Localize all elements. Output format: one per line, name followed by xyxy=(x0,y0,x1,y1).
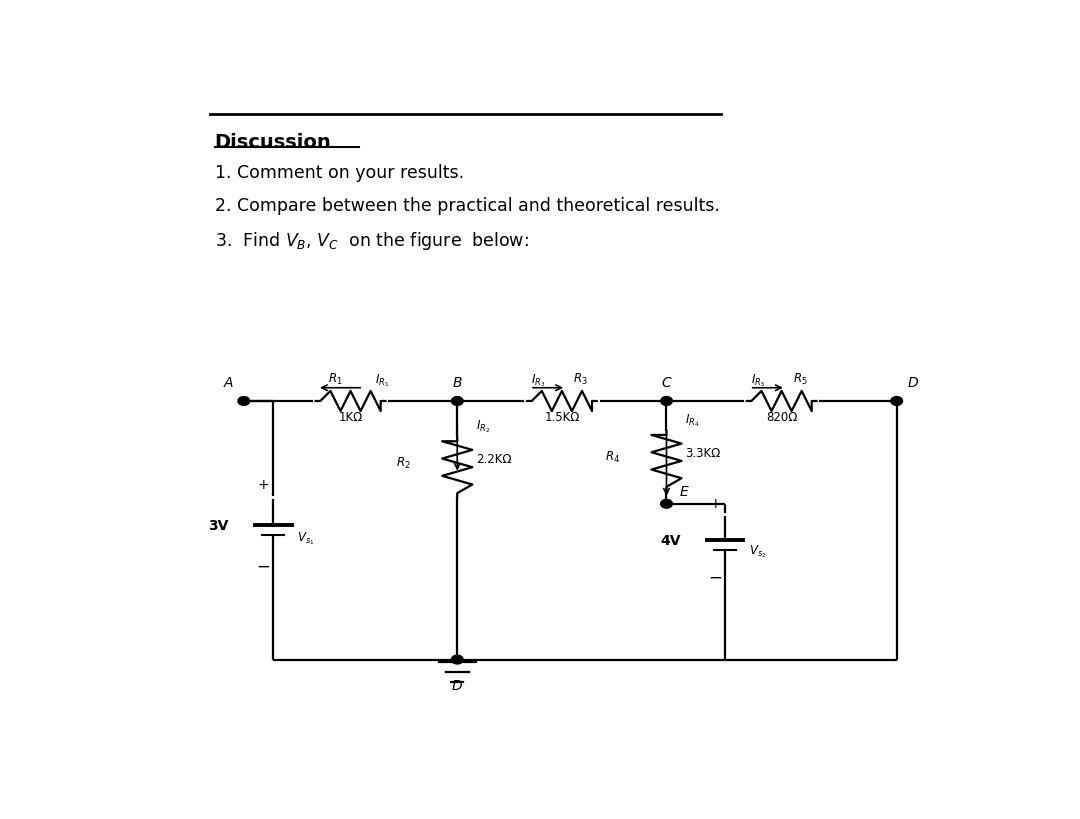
Text: B: B xyxy=(453,376,462,390)
Text: E: E xyxy=(680,485,689,500)
Text: +: + xyxy=(257,478,269,492)
Circle shape xyxy=(661,500,673,508)
Circle shape xyxy=(891,396,903,405)
Text: $V_{s_2}$: $V_{s_2}$ xyxy=(748,543,766,560)
Text: 2. Compare between the practical and theoretical results.: 2. Compare between the practical and the… xyxy=(215,197,719,215)
Text: 3.  Find $V_B$, $V_C$  on the figure  below:: 3. Find $V_B$, $V_C$ on the figure below… xyxy=(215,230,528,252)
Text: D: D xyxy=(451,679,462,693)
Text: $I_{R_3}$: $I_{R_3}$ xyxy=(531,373,545,389)
Text: +: + xyxy=(710,497,720,511)
Text: 820Ω: 820Ω xyxy=(766,411,797,424)
Text: $R_1$: $R_1$ xyxy=(328,373,342,387)
Text: A: A xyxy=(224,376,233,390)
Text: 1.5KΩ: 1.5KΩ xyxy=(544,411,580,424)
Text: 2.2KΩ: 2.2KΩ xyxy=(475,454,511,466)
Text: $I_{R_4}$: $I_{R_4}$ xyxy=(685,412,700,428)
Circle shape xyxy=(661,396,673,405)
Text: $I_{R_1}$: $I_{R_1}$ xyxy=(375,373,390,389)
Circle shape xyxy=(451,655,463,664)
Text: C: C xyxy=(662,376,672,390)
Text: 1KΩ: 1KΩ xyxy=(338,411,363,424)
Text: Discussion: Discussion xyxy=(215,133,332,152)
Circle shape xyxy=(451,396,463,405)
Text: 3V: 3V xyxy=(208,519,229,533)
Text: −: − xyxy=(708,568,721,586)
Text: $I_{R_2}$: $I_{R_2}$ xyxy=(475,419,490,435)
Text: $I_{R_5}$: $I_{R_5}$ xyxy=(751,373,766,389)
Text: $R_3$: $R_3$ xyxy=(572,373,588,387)
Text: $R_2$: $R_2$ xyxy=(395,456,410,471)
Text: D: D xyxy=(908,376,919,390)
Text: $R_4$: $R_4$ xyxy=(605,450,620,465)
Text: 3.3KΩ: 3.3KΩ xyxy=(685,447,720,460)
Text: −: − xyxy=(256,558,270,576)
Text: $V_{s_1}$: $V_{s_1}$ xyxy=(297,531,314,547)
Text: 4V: 4V xyxy=(661,534,680,548)
Text: 1. Comment on your results.: 1. Comment on your results. xyxy=(215,165,463,183)
Text: $R_5$: $R_5$ xyxy=(793,373,808,387)
Circle shape xyxy=(238,396,249,405)
